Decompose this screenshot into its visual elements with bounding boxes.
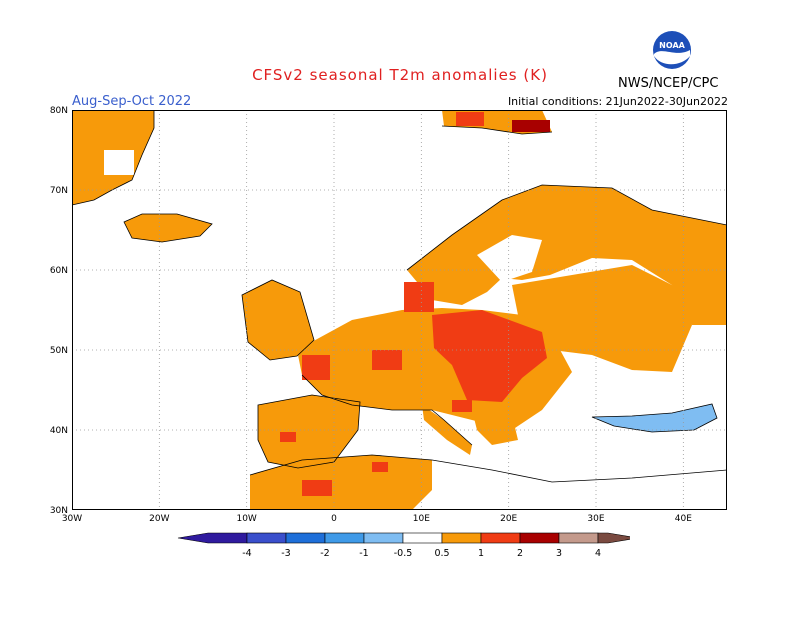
lat-tick-label: 70N <box>50 186 68 196</box>
colorbar-label: 4 <box>595 548 601 559</box>
colorbar-swatch <box>285 532 326 544</box>
map-axis-labels: 30N 40N 50N 60N 70N 80N 30W 20W 10W 0 10E 20E 30E 40E <box>50 106 692 524</box>
colorbar-label: -0.5 <box>394 548 413 559</box>
colorbar-label: 2 <box>517 548 523 559</box>
agency-label: NWS/NCEP/CPC <box>618 76 719 91</box>
colorbar-swatch <box>177 532 248 544</box>
anomaly-map <box>72 110 727 510</box>
colorbar-label: -2 <box>320 548 329 559</box>
lon-tick-label: 10W <box>236 514 256 524</box>
colorbar-swatch <box>246 532 287 544</box>
lon-tick-label: 20W <box>149 514 169 524</box>
lon-tick-label: 30E <box>587 514 604 524</box>
lat-tick-label: 80N <box>50 106 68 116</box>
colorbar-label: -1 <box>359 548 368 559</box>
colorbar-swatch <box>441 532 482 544</box>
colorbar-swatch <box>324 532 365 544</box>
noaa-logo-text: NOAA <box>659 41 685 50</box>
colorbar-swatch <box>597 532 630 544</box>
colorbar-label: -4 <box>242 548 251 559</box>
forecast-period: Aug-Sep-Oct 2022 <box>72 94 192 109</box>
initial-conditions: Initial conditions: 21Jun2022-30Jun2022 <box>507 95 728 108</box>
colorbar-label: 1 <box>478 548 484 559</box>
colorbar-label: -3 <box>281 548 290 559</box>
map-grid <box>72 110 727 510</box>
colorbar-swatch <box>402 532 443 544</box>
lat-tick-label: 50N <box>50 346 68 356</box>
colorbar-swatch <box>480 532 521 544</box>
lat-tick-label: 40N <box>50 426 68 436</box>
lon-tick-label: 40E <box>675 514 692 524</box>
map-title: CFSv2 seasonal T2m anomalies (K) <box>252 66 548 84</box>
colorbar-swatch <box>558 532 599 544</box>
lat-tick-label: 60N <box>50 266 68 276</box>
lon-tick-label: 10E <box>413 514 430 524</box>
colorbar: -4 -3 -2 -1 -0.5 0.5 1 2 3 4 <box>177 532 630 559</box>
noaa-logo-icon: NOAA <box>653 31 691 69</box>
lat-tick-label: 30N <box>50 506 68 516</box>
lon-tick-label: 30W <box>62 514 82 524</box>
colorbar-label: 0.5 <box>434 548 449 559</box>
anomaly-shading <box>72 110 727 510</box>
colorbar-swatch <box>519 532 560 544</box>
colorbar-swatch <box>363 532 404 544</box>
colorbar-label: 3 <box>556 548 562 559</box>
lon-tick-label: 20E <box>500 514 517 524</box>
lon-tick-label: 0 <box>331 514 337 524</box>
